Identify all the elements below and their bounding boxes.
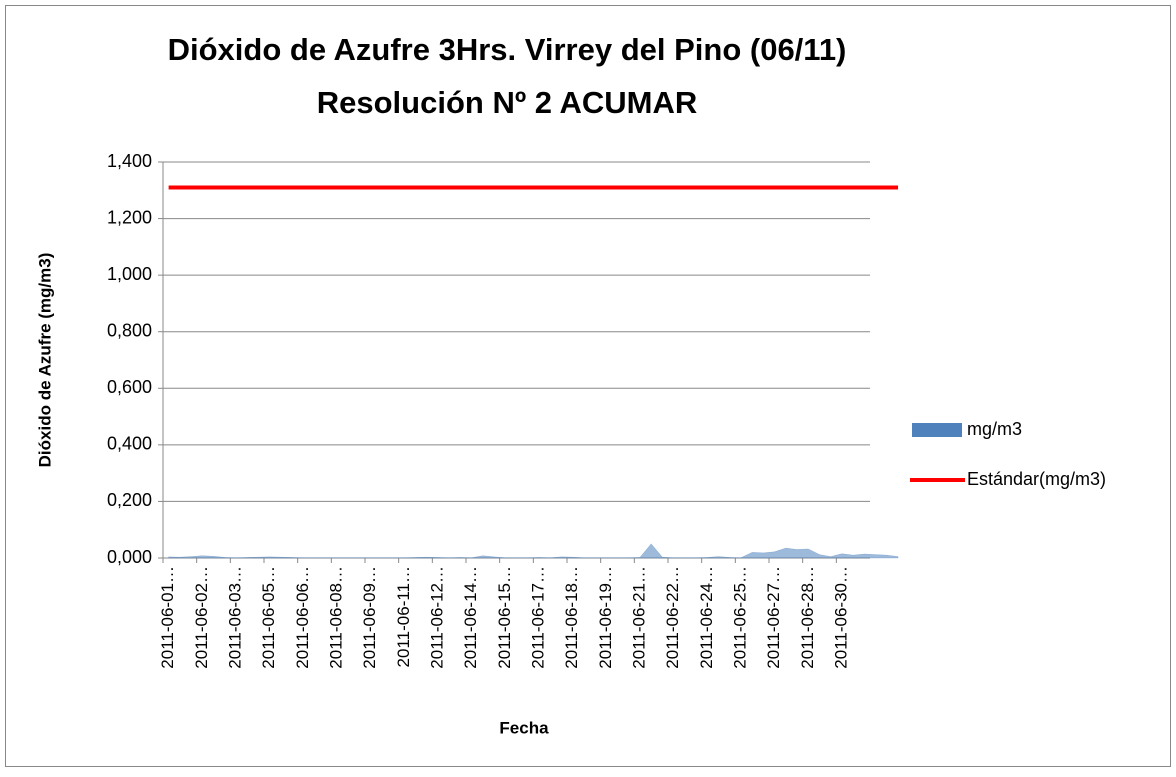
- x-tick-label: 2011-06-24…: [697, 566, 716, 669]
- chart-subtitle: Resolución Nº 2 ACUMAR: [317, 85, 697, 120]
- x-tick-label: 2011-06-09…: [360, 566, 379, 669]
- x-tick-label: 2011-06-25…: [730, 566, 749, 669]
- area: [168, 543, 899, 559]
- x-tick-label: 2011-06-12…: [427, 566, 446, 669]
- x-tick-label: 2011-06-17…: [528, 566, 547, 669]
- x-tick-label: 2011-06-18…: [562, 566, 581, 669]
- x-tick-label: 2011-06-30…: [831, 566, 850, 669]
- x-tick-label: 2011-06-08…: [326, 566, 345, 669]
- y-tick-label: 1,400: [107, 151, 152, 171]
- y-tick-label: 0,200: [107, 490, 152, 510]
- x-tick-label: 2011-06-03…: [225, 566, 244, 669]
- x-tick-label: 2011-06-21…: [629, 566, 648, 669]
- x-tick-label: 2011-06-15…: [495, 566, 514, 669]
- x-tick-label: 2011-06-06…: [293, 566, 312, 669]
- x-tick-label: 2011-06-28…: [798, 566, 817, 669]
- y-tick-label: 0,800: [107, 320, 152, 340]
- y-tick-label: 1,000: [107, 264, 152, 284]
- legend-label: Estándar(mg/m3): [967, 469, 1106, 489]
- x-tick-label: 2011-06-14…: [461, 566, 480, 669]
- x-tick-label: 2011-06-02…: [192, 566, 211, 669]
- chart-border: [5, 5, 1171, 767]
- x-axis-title: Fecha: [499, 718, 549, 737]
- x-tick-label: 2011-06-27…: [764, 566, 783, 669]
- legend-label: mg/m3: [967, 419, 1022, 439]
- y-tick-label: 0,400: [107, 434, 152, 454]
- x-tick-label: 2011-06-19…: [596, 566, 615, 669]
- y-axis-title: Dióxido de Azufre (mg/m3): [35, 253, 54, 468]
- y-tick-label: 0,000: [107, 547, 152, 567]
- y-tick-label: 1,200: [107, 207, 152, 227]
- chart-title: Dióxido de Azufre 3Hrs. Virrey del Pino …: [168, 32, 847, 67]
- x-tick-label: 2011-06-22…: [663, 566, 682, 669]
- y-tick-label: 0,600: [107, 377, 152, 397]
- legend-swatch: [912, 423, 962, 437]
- x-tick-label: 2011-06-11…: [394, 566, 413, 667]
- x-tick-label: 2011-06-01…: [158, 566, 177, 669]
- x-tick-label: 2011-06-05…: [259, 566, 278, 669]
